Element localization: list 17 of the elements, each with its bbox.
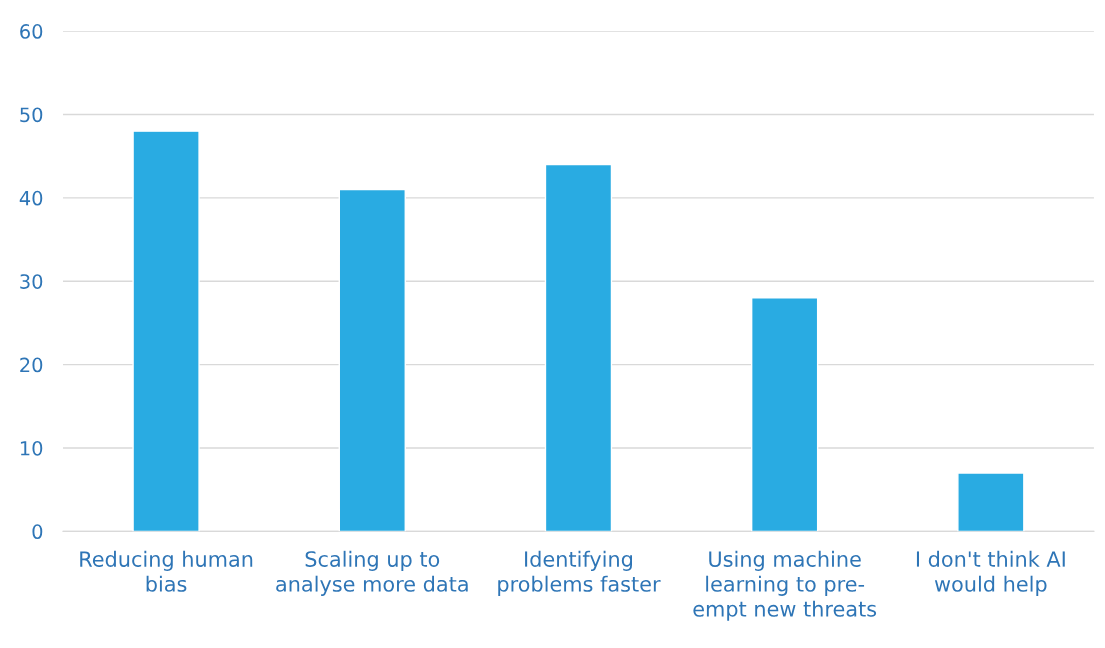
bar xyxy=(132,130,200,532)
y-tick-label: 20 xyxy=(20,357,43,373)
x-tick-label: Identifying problems faster xyxy=(498,550,661,596)
y-tick-label: 50 xyxy=(20,107,43,123)
y-tick-label: 60 xyxy=(20,24,43,39)
bar xyxy=(544,163,613,532)
x-tick-label: Using machine learning to pre- empt new threats xyxy=(693,550,877,621)
y-tick-label: 0 xyxy=(32,524,43,540)
x-tick-label: Reducing human bias xyxy=(80,550,253,592)
bar xyxy=(338,188,406,532)
y-tick-label: 30 xyxy=(20,274,43,289)
x-tick-label: I don't think AI would help xyxy=(916,550,1065,596)
y-tick-label: 10 xyxy=(20,440,43,456)
bar xyxy=(957,472,1025,532)
bar xyxy=(750,297,819,532)
x-tick-label: Scaling up to analyse more data xyxy=(276,550,468,596)
y-tick-label: 40 xyxy=(19,190,43,206)
